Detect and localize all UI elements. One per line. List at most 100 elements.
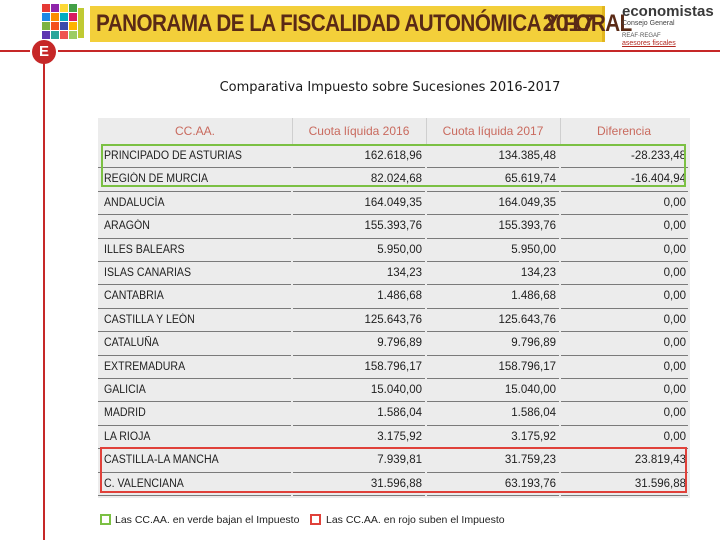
column-gap [425,305,427,310]
header-separator [560,118,561,144]
red-square-icon [310,514,321,525]
column-gap [425,422,427,427]
header-cuota-2016: Cuota líquida 2016 [308,124,410,138]
row-divider [98,424,688,426]
column-gap [291,211,293,216]
row-divider [98,401,688,403]
table-row: Cataluña 9.796,89 9.796,89 0,00 [98,332,688,357]
row-cuota-2017: 134,23 [520,267,556,279]
brand-name: economistas [622,3,714,20]
row-diferencia: 0,00 [663,290,686,303]
row-region-name: Castilla y León [104,313,195,326]
column-gap [425,492,427,497]
row-diferencia: 0,00 [663,337,686,350]
brand-reaf: REAF·REGAF [622,33,661,39]
column-gap [559,492,561,497]
column-gap [425,211,427,216]
row-diferencia: -28.233,48 [631,150,686,162]
column-gap [291,188,293,193]
slide-title: Comparativa Impuesto sobre Sucesiones 20… [219,80,561,95]
legend-green-text: Las CC.AA. en verde bajan el Impuesto [115,514,300,526]
header-rule-right [58,50,720,52]
column-gap [291,258,293,263]
comparison-table: CC.AA. Cuota líquida 2016 Cuota líquida … [98,118,690,498]
row-cuota-2017: 63.193,76 [504,477,556,490]
row-region-name: Aragón [104,220,150,233]
table-row: C. Valenciana 31.596,88 63.193,76 31.596,88 [98,473,688,497]
green-highlight-box [101,144,686,187]
row-cuota-2016: 82.024,68 [370,173,422,186]
row-diferencia: 0,00 [663,313,686,326]
row-cuota-2016: 7.939,81 [377,454,422,467]
column-gap [291,328,293,333]
row-cuota-2017: 5.950,00 [511,243,556,256]
brand-sub: Consejo General [622,20,675,27]
row-diferencia: -16.404,94 [631,173,686,186]
table-row: Islas Canarias 134,23 134,23 0,00 [98,262,688,286]
column-gap [425,399,427,403]
row-divider [98,284,688,286]
row-region-name: Región de Murcia [104,173,209,186]
legend-red-text: Las CC.AA. en rojo suben el Impuesto [326,514,505,526]
title-banner: PANORAMA DE LA FISCALIDAD AUTONÓMICA Y F… [90,6,632,42]
column-gap [559,282,561,286]
column-gap [425,165,427,169]
row-cuota-2016: 9.796,89 [377,337,422,350]
column-gap [291,282,293,286]
row-divider [98,237,688,239]
row-region-name: C. Valenciana [104,477,184,490]
row-divider [98,354,688,356]
column-gap [559,375,561,380]
row-region-name: Illes Balears [104,243,185,256]
row-region-name: Cantabria [104,290,164,303]
row-divider [98,331,688,333]
column-gap [425,469,427,474]
row-diferencia: 23.819,43 [634,454,686,467]
side-rule [43,60,45,540]
column-gap [559,305,561,310]
row-divider [98,377,688,379]
row-region-name: Andalucía [104,196,165,209]
row-cuota-2017: 1.586,04 [511,407,556,420]
brand-asesores: asesores fiscales [622,40,676,47]
brand-logo: economistas Consejo General REAF·REGAF a… [622,4,718,48]
row-region-name: Principado de Asturias [104,150,242,162]
column-gap [559,399,561,403]
row-diferencia: 0,00 [663,220,686,233]
table-row: Castilla-La Mancha 7.939,81 31.759,23 23.81… [98,449,688,474]
header-ccaa: CC.AA. [174,124,215,138]
row-region-name: La Rioja [104,430,151,443]
row-cuota-2016: 1.486,68 [377,290,422,303]
row-diferencia: 0,00 [663,430,686,443]
row-diferencia: 0,00 [663,384,686,396]
row-cuota-2016: 162.618,96 [364,150,422,162]
banner-year: 2017 [542,10,595,37]
table-row: Principado de Asturias 162.618,96 134.385,… [98,145,688,169]
row-cuota-2017: 125.643,76 [498,313,556,326]
economistas-badge-icon: E [32,40,56,64]
column-gap [291,375,293,380]
column-gap [425,375,427,380]
column-gap [291,352,293,357]
row-cuota-2016: 15.040,00 [370,384,422,396]
table-row: Galicia 15.040,00 15.040,00 0,00 [98,379,688,403]
table-row: Región de Murcia 82.024,68 65.619,74 -16.40… [98,168,688,193]
column-gap [425,188,427,193]
column-gap [559,165,561,169]
row-diferencia: 0,00 [663,267,686,279]
row-region-name: Galicia [104,384,146,396]
header-rule-left [0,50,30,52]
column-gap [291,469,293,474]
table-header: CC.AA. Cuota líquida 2016 Cuota líquida … [98,118,688,144]
column-gap [559,188,561,193]
row-region-name: Castilla-La Mancha [104,454,219,467]
header-separator [292,118,293,144]
row-diferencia: 0,00 [663,360,686,373]
column-gap [559,328,561,333]
row-cuota-2016: 155.393,76 [364,220,422,233]
row-region-name: Extremadura [104,360,186,373]
row-cuota-2016: 134,23 [386,267,422,279]
row-region-name: Cataluña [104,337,159,350]
header-cuota-2017: Cuota líquida 2017 [442,124,544,138]
table-row: Extremadura 158.796,17 158.796,17 0,00 [98,356,688,380]
